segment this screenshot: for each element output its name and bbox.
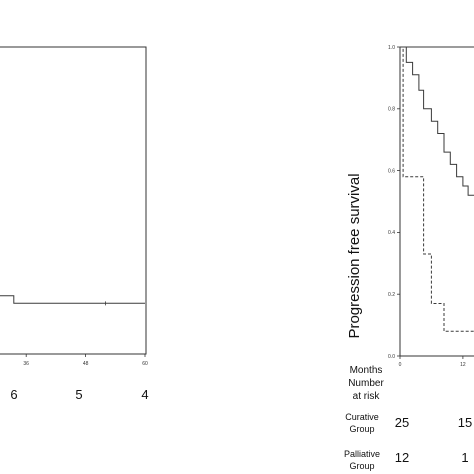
left-series-group xyxy=(0,295,145,306)
left-x-ticks: 36 48 60 xyxy=(23,354,148,367)
left-x-tick-label-0: 36 xyxy=(23,361,29,367)
palliative-risk-value-2: 1 xyxy=(461,450,468,465)
right-x-tick-label-0: 0 xyxy=(399,362,402,368)
right-series-line-2 xyxy=(400,46,474,332)
group-curative-label-1: Curative xyxy=(345,412,379,422)
right-y-ticks: 1.0 0.8 0.6 0.4 0.2 0.0 xyxy=(388,45,400,360)
group-palliative-label-1: Palliative xyxy=(344,449,380,459)
right-y-tick-label-5: 0.0 xyxy=(388,354,395,360)
right-y-tick-label-0: 1.0 xyxy=(388,45,395,51)
left-plot-frame xyxy=(0,46,147,355)
palliative-risk-value-1: 12 xyxy=(395,450,409,465)
left-x-tick-label-2: 60 xyxy=(142,361,148,367)
left-km-panel: 36 48 60 6 5 4 xyxy=(0,46,149,402)
risk-header-number: Number xyxy=(348,378,384,389)
group-curative-label-2: Group xyxy=(349,424,374,434)
right-series-line-1 xyxy=(400,46,474,196)
right-y-tick-label-1: 0.8 xyxy=(388,107,395,113)
risk-header-at-risk: at risk xyxy=(353,391,381,402)
curative-risk-value-2: 15 xyxy=(458,415,472,430)
y-axis-label: Progression free survival xyxy=(346,173,363,338)
left-risk-value-3: 4 xyxy=(141,387,148,402)
right-y-tick-label-3: 0.4 xyxy=(388,230,395,236)
right-y-tick-label-4: 0.2 xyxy=(388,292,395,298)
right-y-tick-label-2: 0.6 xyxy=(388,168,395,174)
risk-header-months: Months xyxy=(350,365,383,376)
left-series-line-0 xyxy=(0,295,145,304)
group-palliative-label-2: Group xyxy=(349,461,374,471)
left-risk-value-2: 5 xyxy=(75,387,82,402)
left-x-tick-label-1: 48 xyxy=(83,361,89,367)
left-risk-value-1: 6 xyxy=(10,387,17,402)
right-series-group xyxy=(400,46,474,332)
right-x-ticks: 0 12 xyxy=(399,356,466,368)
right-km-panel: Progression free survival 1.0 0.8 0.6 0.4 0.… xyxy=(344,45,474,471)
curative-risk-value-1: 25 xyxy=(395,415,409,430)
right-x-tick-label-1: 12 xyxy=(460,362,466,368)
